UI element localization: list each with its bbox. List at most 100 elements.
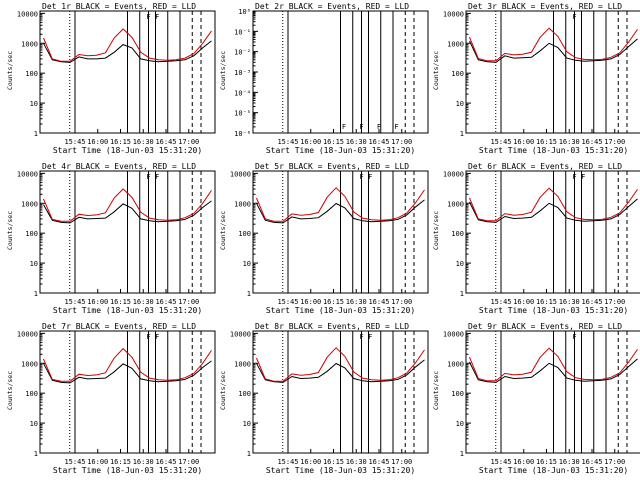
events-series-line bbox=[43, 360, 212, 384]
x-tick-label: 15:45 bbox=[490, 458, 511, 466]
flag-marker: F bbox=[572, 173, 576, 181]
flag-marker: F bbox=[572, 333, 576, 341]
panel-7: Det 7r BLACK = Events, RED = LLD Counts/s… bbox=[6, 322, 216, 475]
y-axis-label: Counts/sec bbox=[219, 211, 227, 250]
x-tick-label: 16:45 bbox=[581, 298, 602, 306]
x-tick-label: 16:30 bbox=[559, 298, 580, 306]
x-tick-label: 16:00 bbox=[513, 458, 534, 466]
y-tick-label: 10 bbox=[456, 420, 464, 428]
x-tick-label: 15:45 bbox=[490, 138, 511, 146]
flag-marker: F bbox=[368, 333, 372, 341]
flag-marker: F bbox=[155, 13, 159, 21]
x-tick-label: 17:00 bbox=[604, 138, 625, 146]
x-tick-label: 16:15 bbox=[536, 298, 557, 306]
x-tick-label: 16:00 bbox=[300, 458, 321, 466]
x-tick-label: 16:15 bbox=[536, 458, 557, 466]
y-tick-label: 1 bbox=[34, 450, 38, 458]
x-tick-label: 17:00 bbox=[178, 138, 199, 146]
x-tick-label: 15:45 bbox=[277, 298, 298, 306]
flag-marker: F bbox=[146, 333, 150, 341]
y-tick-label: 10⁰ bbox=[238, 8, 251, 16]
events-series-line bbox=[43, 200, 212, 224]
lld-series-line bbox=[469, 187, 638, 222]
lld-series-line bbox=[256, 347, 425, 382]
y-axis-label: Counts/sec bbox=[219, 371, 227, 410]
panel-title: Det 2r BLACK = Events, RED = LLD bbox=[255, 2, 409, 11]
y-tick-label: 1 bbox=[460, 130, 464, 138]
y-tick-label: 10000 bbox=[230, 170, 251, 178]
x-tick-label: 17:00 bbox=[178, 458, 199, 466]
x-axis-label: Start Time (18-Jun-03 15:31:20) bbox=[53, 146, 202, 155]
panel-title: Det 6r BLACK = Events, RED = LLD bbox=[468, 162, 622, 171]
y-tick-label: 10000 bbox=[443, 170, 464, 178]
x-tick-label: 16:45 bbox=[155, 298, 176, 306]
x-tick-label: 16:45 bbox=[368, 298, 389, 306]
x-tick-label: 16:15 bbox=[110, 458, 131, 466]
y-tick-label: 1000 bbox=[234, 360, 251, 368]
y-tick-label: 1000 bbox=[234, 200, 251, 208]
y-axis-label: Counts/sec bbox=[432, 51, 440, 90]
x-tick-label: 15:45 bbox=[64, 298, 85, 306]
y-tick-label: 10⁻⁶ bbox=[234, 130, 251, 138]
y-tick-label: 10000 bbox=[443, 10, 464, 18]
x-tick-label: 16:00 bbox=[87, 298, 108, 306]
flag-marker: F bbox=[342, 123, 346, 131]
y-tick-label: 10 bbox=[243, 260, 251, 268]
events-series-line bbox=[256, 359, 425, 383]
events-series-line bbox=[43, 40, 212, 63]
panel-8: Det 8r BLACK = Events, RED = LLD Counts/s… bbox=[219, 322, 429, 475]
x-tick-label: 15:45 bbox=[64, 458, 85, 466]
y-axis-label: Counts/sec bbox=[432, 211, 440, 250]
x-tick-label: 16:00 bbox=[300, 138, 321, 146]
x-tick-label: 17:00 bbox=[391, 298, 412, 306]
panel-title: Det 1r BLACK = Events, RED = LLD bbox=[42, 2, 196, 11]
y-tick-label: 10⁻¹ bbox=[234, 28, 251, 36]
events-series-line bbox=[469, 198, 638, 223]
panel-title: Det 3r BLACK = Events, RED = LLD bbox=[468, 2, 622, 11]
x-tick-label: 17:00 bbox=[604, 298, 625, 306]
x-tick-label: 16:30 bbox=[559, 458, 580, 466]
x-axis-label: Start Time (18-Jun-03 15:31:20) bbox=[479, 466, 628, 475]
x-tick-label: 16:00 bbox=[87, 138, 108, 146]
y-tick-label: 100 bbox=[451, 390, 464, 398]
y-tick-label: 10⁻² bbox=[234, 49, 251, 57]
flag-marker: F bbox=[359, 123, 363, 131]
y-tick-label: 10000 bbox=[230, 330, 251, 338]
flag-marker: F bbox=[155, 333, 159, 341]
lld-series-line bbox=[43, 188, 212, 222]
y-axis-label: Counts/sec bbox=[6, 51, 14, 90]
x-tick-label: 17:00 bbox=[391, 138, 412, 146]
y-tick-label: 10 bbox=[456, 100, 464, 108]
panel-2: Det 2r BLACK = Events, RED = LLD Counts/s… bbox=[219, 2, 429, 155]
x-tick-label: 16:30 bbox=[346, 298, 367, 306]
x-tick-label: 16:45 bbox=[368, 458, 389, 466]
flag-marker: F bbox=[359, 173, 363, 181]
y-tick-label: 10⁻⁴ bbox=[234, 89, 251, 97]
x-tick-label: 16:45 bbox=[368, 138, 389, 146]
y-tick-label: 10⁻⁵ bbox=[234, 110, 251, 118]
x-tick-label: 16:30 bbox=[133, 458, 154, 466]
x-tick-label: 16:00 bbox=[513, 138, 534, 146]
y-tick-label: 1 bbox=[34, 130, 38, 138]
panel-title: Det 7r BLACK = Events, RED = LLD bbox=[42, 322, 196, 331]
x-axis-label: Start Time (18-Jun-03 15:31:20) bbox=[266, 306, 415, 315]
y-axis-label: Counts/sec bbox=[219, 51, 227, 90]
y-tick-label: 1 bbox=[247, 290, 251, 298]
flag-marker: F bbox=[155, 173, 159, 181]
y-tick-label: 1000 bbox=[21, 40, 38, 48]
y-tick-label: 10⁻³ bbox=[234, 69, 251, 77]
y-axis-label: Counts/sec bbox=[432, 371, 440, 410]
y-tick-label: 1000 bbox=[447, 200, 464, 208]
lld-series-line bbox=[43, 28, 212, 62]
y-tick-label: 100 bbox=[25, 70, 38, 78]
x-tick-label: 16:15 bbox=[323, 138, 344, 146]
y-tick-label: 100 bbox=[25, 230, 38, 238]
y-tick-label: 10 bbox=[456, 260, 464, 268]
flag-marker: F bbox=[572, 13, 576, 21]
y-tick-label: 10 bbox=[30, 420, 38, 428]
lld-series-line bbox=[469, 347, 638, 382]
x-tick-label: 15:45 bbox=[277, 458, 298, 466]
y-tick-label: 10 bbox=[30, 260, 38, 268]
y-axis-label: Counts/sec bbox=[6, 211, 14, 250]
